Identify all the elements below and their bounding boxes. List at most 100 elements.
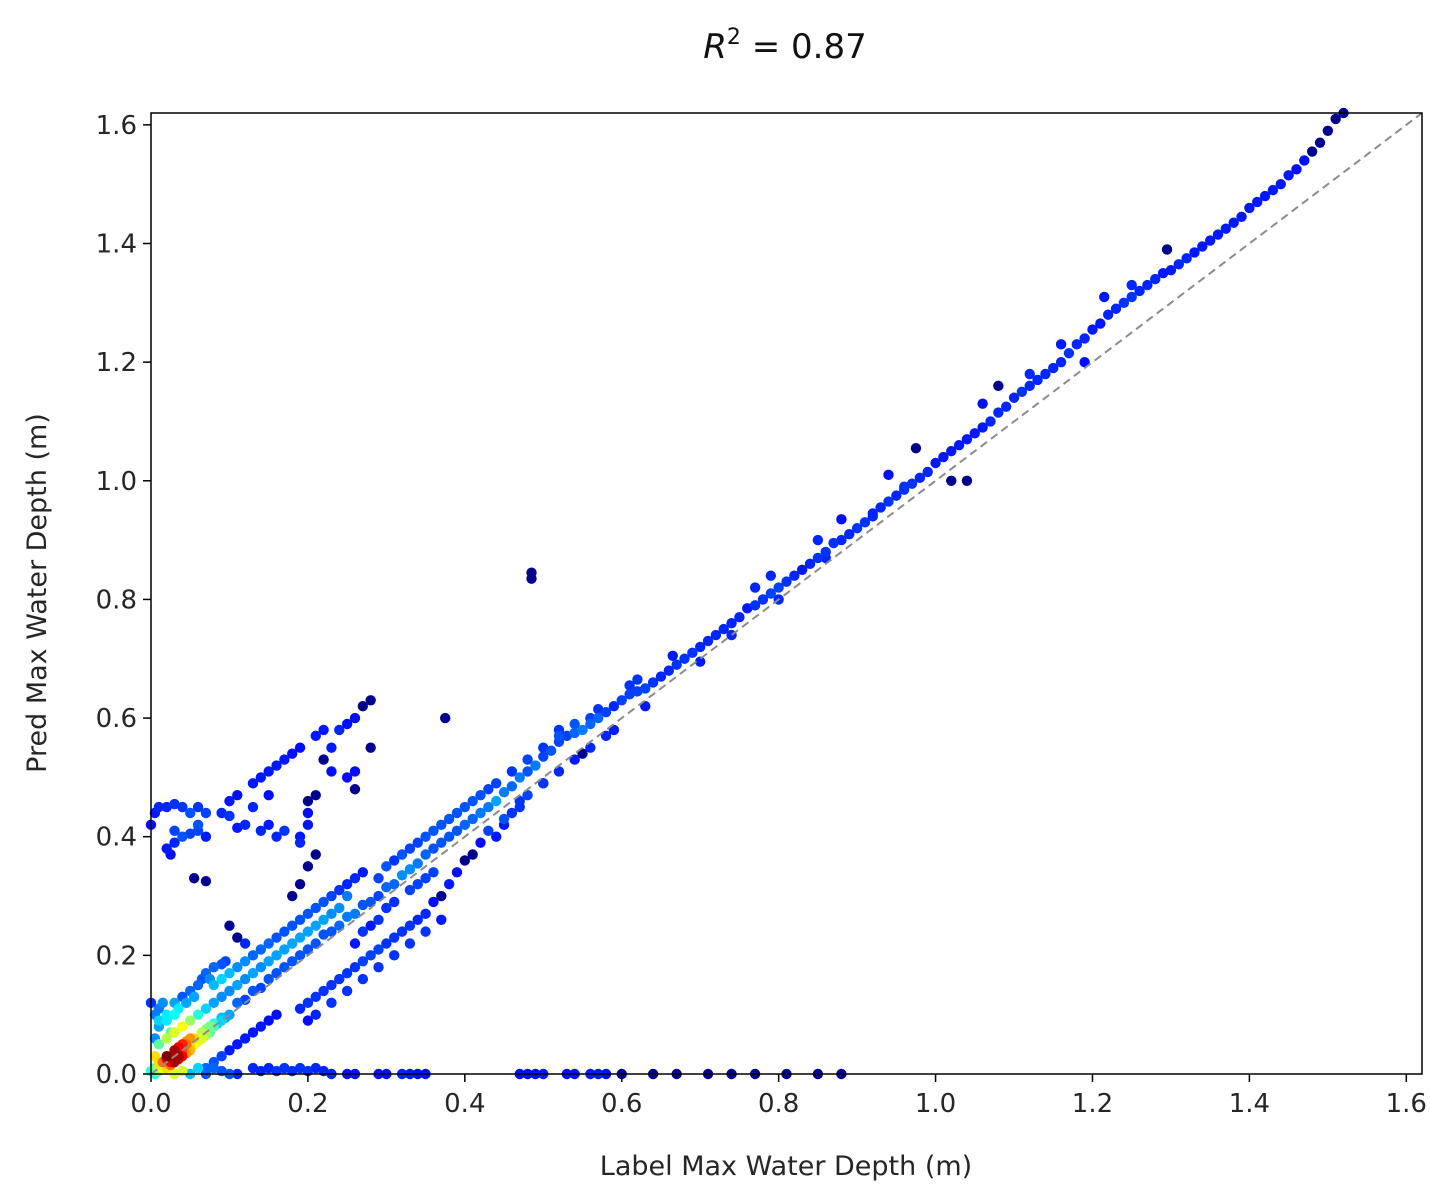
scatter-point [302, 1015, 314, 1026]
scatter-point [538, 778, 549, 789]
scatter-point [412, 878, 423, 890]
scatter-point [851, 523, 863, 534]
scatter-point [828, 537, 839, 549]
scatter-point [357, 867, 369, 878]
scatter-point [530, 760, 541, 771]
title-superscript: 2 [727, 25, 741, 50]
scatter-point [334, 902, 345, 914]
scatter-point [263, 938, 274, 949]
scatter-point [247, 778, 259, 789]
scatter-point [389, 896, 400, 908]
scatter-point [1126, 279, 1137, 291]
scatter-point [224, 985, 235, 997]
scatter-point [263, 973, 274, 985]
scatter-point [459, 855, 471, 866]
scatter-point [1236, 211, 1247, 223]
scatter-point [302, 997, 314, 1009]
scatter-point [287, 920, 298, 931]
scatter-point [334, 724, 345, 736]
scatter-point [420, 849, 431, 860]
scatter-point [326, 766, 337, 777]
x-tick-label: 0.0 [130, 1089, 171, 1119]
scatter-point [820, 546, 831, 558]
scatter-point [569, 727, 580, 739]
scatter-point [655, 671, 667, 682]
scatter-point [271, 932, 282, 943]
scatter-point [953, 439, 965, 451]
scatter-point [318, 724, 329, 736]
scatter-point [906, 478, 918, 489]
scatter-point [436, 819, 447, 831]
scatter-point [765, 588, 777, 599]
scatter-point [294, 742, 306, 753]
scatter-point [334, 920, 345, 931]
scatter-point [420, 831, 431, 842]
scatter-point [694, 641, 706, 653]
y-tick-label: 0.4 [96, 823, 137, 853]
scatter-point [1314, 137, 1326, 148]
scatter-point [247, 985, 259, 997]
scatter-point [318, 914, 329, 925]
scatter-point [255, 772, 267, 783]
scatter-point [334, 884, 345, 896]
scatter-point [271, 950, 282, 961]
scatter-point [1063, 348, 1075, 359]
scatter-point [1173, 259, 1184, 270]
scatter-point [294, 932, 306, 943]
scatter-point [216, 807, 227, 819]
scatter-point [192, 1009, 204, 1020]
scatter-point [428, 896, 439, 908]
scatter-point [506, 807, 518, 819]
scatter-point [232, 932, 243, 943]
scatter-point [679, 653, 690, 664]
scatter-point [553, 766, 565, 777]
scatter-point [687, 647, 698, 659]
scatter-point [1322, 125, 1334, 136]
scatter-point [149, 1051, 161, 1062]
scatter-point [773, 582, 784, 593]
scatter-point [357, 899, 369, 911]
scatter-point [341, 967, 353, 979]
scatter-point [608, 724, 620, 736]
scatter-point [467, 813, 478, 825]
scatter-point [294, 837, 306, 848]
scatter-point [263, 766, 274, 777]
scatter-point [263, 1062, 274, 1074]
scatter-point [200, 1003, 212, 1014]
scatter-point [200, 807, 212, 819]
scatter-point [389, 950, 400, 961]
scatter-point [232, 979, 243, 991]
scatter-point [232, 997, 243, 1009]
scatter-point [483, 825, 494, 836]
scatter-point [577, 748, 588, 759]
scatter-point [443, 878, 455, 890]
scatter-point [883, 469, 894, 481]
scatter-point [1016, 386, 1028, 398]
scatter-point [239, 819, 251, 831]
scatter-point [506, 766, 518, 777]
scatter-point [279, 926, 290, 937]
scatter-point [812, 534, 824, 546]
scatter-point [459, 819, 471, 831]
scatter-point [294, 1003, 306, 1014]
scatter-point [1204, 235, 1216, 246]
scatter-point [341, 772, 353, 783]
scatter-point [349, 712, 361, 724]
scatter-point [522, 754, 533, 765]
scatter-point [1040, 368, 1051, 380]
scatter-point [373, 914, 384, 925]
scatter-point [247, 1062, 259, 1074]
scatter-point [373, 944, 384, 955]
scatter-point [271, 1009, 282, 1020]
scatter-point [757, 594, 769, 605]
scatter-point [341, 911, 353, 922]
scatter-point [389, 932, 400, 943]
scatter-point [287, 748, 298, 759]
scatter-point [239, 938, 251, 949]
scatter-point [341, 878, 353, 890]
scatter-point [247, 1027, 259, 1038]
scatter-point [365, 950, 376, 961]
scatter-point [718, 623, 729, 635]
scatter-point [153, 1039, 165, 1050]
scatter-point [1306, 146, 1318, 157]
